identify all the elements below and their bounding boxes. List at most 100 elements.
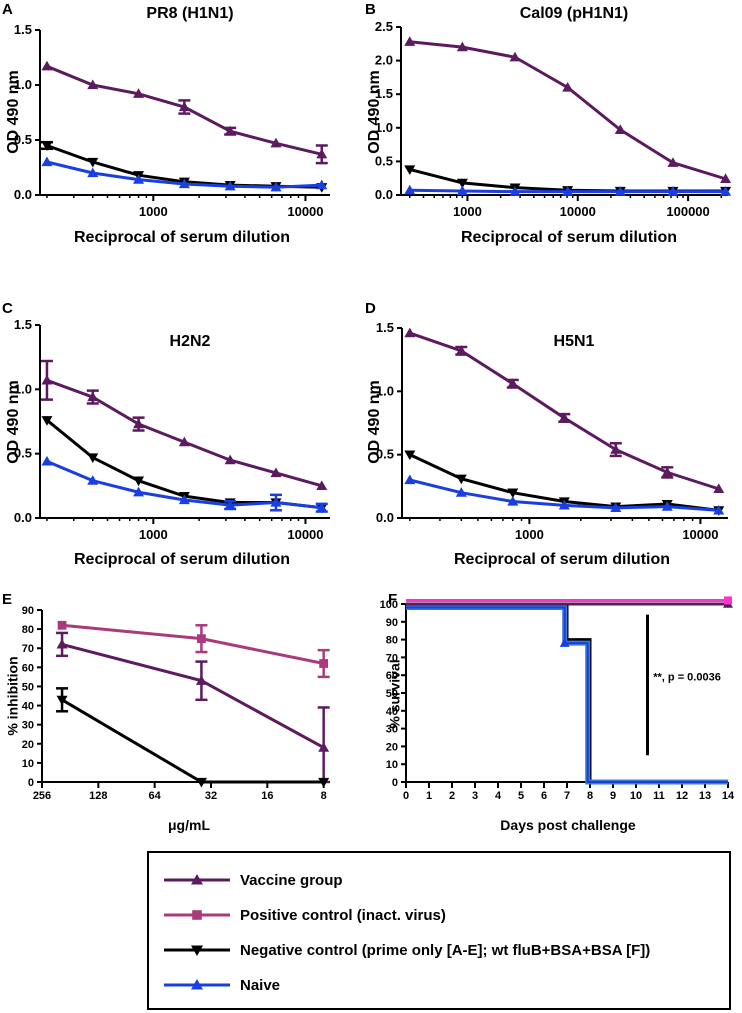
y-tick-label: 0.5 (376, 447, 394, 462)
x-axis-label: Reciprocal of serum dilution (461, 229, 677, 246)
data-point (404, 450, 416, 461)
series-line-outline (406, 605, 728, 785)
data-point (456, 178, 468, 189)
x-tick-label: 128 (89, 790, 107, 802)
data-point (133, 476, 145, 487)
panel-c: C H2N2 0.0 0.5 1.0 1.5 1000 10000 Reciprocal of … (2, 300, 330, 568)
data-point (270, 497, 282, 507)
series-vaccine (41, 60, 328, 165)
x-tick-label: 3 (472, 790, 478, 802)
series-positive (57, 620, 330, 679)
data-point (87, 79, 99, 90)
data-point (41, 416, 53, 426)
y-tick-label: 1.0 (375, 120, 393, 135)
x-tick-label: 10000 (682, 527, 718, 542)
data-point (224, 180, 236, 191)
data-point (178, 101, 190, 112)
y-tick-label: 60 (386, 670, 398, 682)
x-tick-label: 2 (449, 790, 455, 802)
y-tick-label: 40 (22, 701, 34, 713)
x-tick-label: 10000 (287, 527, 323, 542)
y-tick-label: 80 (22, 624, 34, 636)
chart-title: H2N2 (170, 333, 211, 350)
data-point (507, 488, 519, 499)
x-tick-label: 0 (403, 790, 409, 802)
axes (39, 325, 330, 519)
significance-annotation: **, p = 0.0036 (653, 672, 721, 684)
y-tick-label: 30 (386, 724, 398, 736)
series-naive (41, 455, 328, 513)
y-tick-label: 100 (380, 599, 398, 611)
data-point (318, 777, 330, 788)
legend-marker (191, 979, 203, 990)
y-tick-label: 30 (22, 720, 34, 732)
data-point (507, 496, 519, 506)
data-point (270, 181, 282, 192)
y-axis-label: OD 490 nm (5, 380, 22, 464)
series-line (61, 698, 324, 784)
y-tick-label: 1.5 (376, 320, 394, 335)
data-point (224, 125, 236, 136)
y-tick-label: 0 (28, 777, 34, 789)
chart-title: Cal09 (pH1N1) (520, 5, 628, 22)
y-tick-label: 0.0 (14, 510, 32, 525)
series-naive (406, 605, 728, 785)
y-tick-label: 1.0 (376, 383, 394, 398)
series-vaccine (56, 631, 330, 784)
legend-marker (191, 874, 203, 885)
series-negative (56, 687, 330, 788)
end-marker (724, 596, 732, 605)
data-point (178, 436, 190, 447)
data-point (610, 502, 622, 512)
data-point (713, 483, 725, 493)
y-tick-label: 0.0 (375, 187, 393, 202)
data-point (562, 186, 574, 196)
panel-letter: D (365, 300, 376, 317)
y-tick-label: 1.5 (14, 317, 32, 332)
data-point (713, 504, 725, 515)
x-tick-label: 1000 (453, 204, 482, 219)
panel-letter: A (2, 1, 13, 18)
data-point (56, 695, 68, 706)
data-point (614, 186, 626, 196)
data-point (316, 148, 328, 159)
panel-letter: F (388, 591, 397, 608)
y-tick-label: 1.5 (14, 22, 32, 37)
y-tick-label: 90 (386, 617, 398, 629)
data-point (133, 486, 145, 497)
series-naive (404, 184, 732, 196)
series-vaccine (404, 36, 732, 183)
legend-label: Positive control (inact. virus) (240, 907, 446, 924)
legend-item-positive: Positive control (inact. virus) (164, 907, 446, 924)
data-point (507, 378, 519, 388)
x-tick-label: 100000 (666, 204, 709, 219)
y-tick-label: 10 (386, 759, 398, 771)
x-tick-label: 12 (676, 790, 688, 802)
panel-letter: B (365, 1, 376, 18)
data-point (562, 81, 574, 92)
data-point (133, 88, 145, 98)
chart-title: H5N1 (554, 333, 595, 350)
data-point (224, 499, 236, 510)
data-point (197, 634, 206, 644)
data-point (319, 659, 329, 668)
series-line (409, 40, 727, 181)
data-point (404, 474, 416, 485)
data-point (720, 186, 732, 196)
x-tick-label: 8 (321, 790, 327, 802)
y-tick-label: 40 (386, 706, 398, 718)
y-tick-label: 0.5 (375, 153, 393, 168)
data-point (610, 444, 622, 454)
data-point (455, 345, 467, 355)
data-point (178, 494, 190, 505)
x-tick-label: 1000 (515, 527, 544, 542)
x-tick-label: 64 (149, 790, 162, 802)
axes (400, 27, 728, 196)
series-line (409, 331, 720, 491)
y-tick-label: 2.5 (375, 19, 393, 34)
series-naive (404, 474, 725, 515)
y-tick-label: 20 (386, 741, 398, 753)
y-tick-label: 0.5 (14, 446, 32, 461)
series-line (61, 642, 325, 749)
